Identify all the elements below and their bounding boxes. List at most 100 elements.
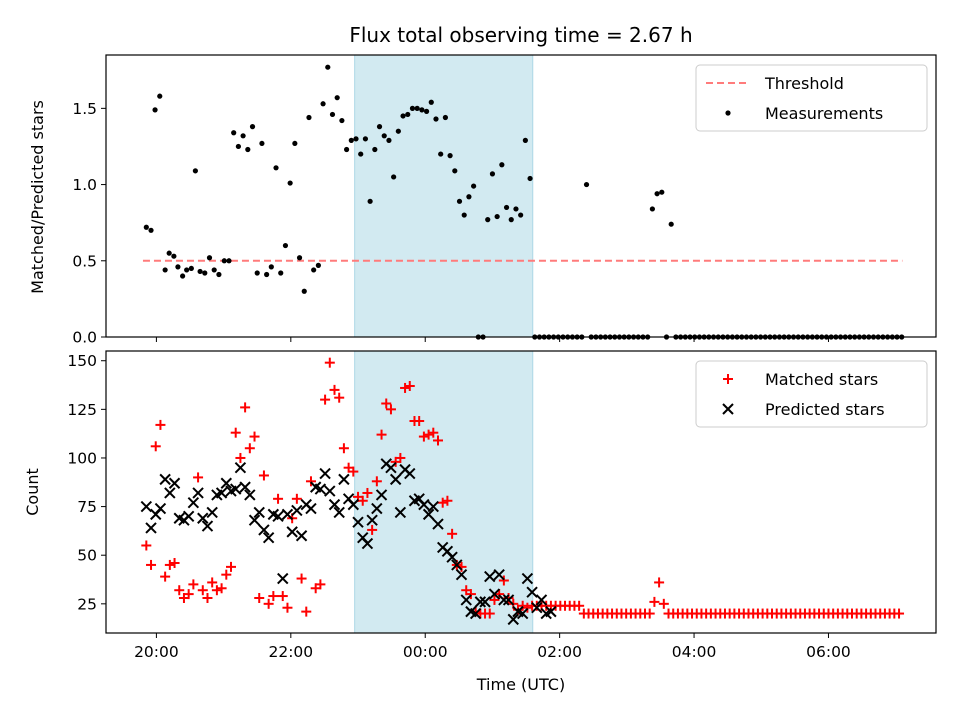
matched-point-48: [367, 524, 378, 535]
predicted-point-6: [168, 477, 181, 489]
measurement-point-81: [522, 137, 528, 143]
predicted-point-75: [493, 568, 505, 581]
measurement-point-100: [612, 334, 618, 340]
matched-point-6: [169, 557, 180, 568]
matched-point-11: [193, 472, 204, 483]
y-tick-label-1-2: 75: [77, 498, 97, 516]
matched-point-19: [230, 427, 241, 438]
measurement-point-133: [767, 334, 773, 340]
observing-window-1: [354, 350, 534, 634]
matched-point-59: [418, 431, 429, 442]
matched-point-41: [334, 392, 345, 403]
measurement-point-124: [725, 334, 731, 340]
measurement-point-159: [889, 334, 895, 340]
measurement-point-131: [757, 334, 764, 340]
predicted-point-22: [244, 489, 256, 501]
measurement-point-29: [278, 270, 284, 276]
matched-point-110: [658, 598, 669, 609]
panel-count-frame: [105, 350, 937, 634]
matched-point-58: [414, 416, 425, 427]
matched-point-2: [150, 441, 161, 452]
predicted-point-73: [484, 570, 496, 583]
measurement-point-20: [235, 143, 241, 150]
measurement-point-97: [598, 334, 604, 340]
measurement-point-12: [197, 268, 203, 275]
measurement-point-55: [400, 113, 406, 119]
measurement-point-140: [800, 334, 806, 340]
matched-point-61: [428, 427, 439, 438]
matched-point-26: [263, 598, 274, 609]
predicted-point-54: [394, 506, 407, 519]
predicted-point-47: [361, 537, 374, 550]
measurement-point-143: [814, 334, 820, 340]
ylabel-count: Count: [23, 468, 42, 516]
x-tick-label-4: 04:00: [672, 643, 717, 661]
matched-point-52: [385, 404, 396, 415]
measurement-point-40: [329, 111, 336, 118]
matched-point-14: [207, 577, 218, 588]
x-tick-label-5: 06:00: [806, 643, 851, 661]
predicted-point-52: [385, 461, 397, 474]
matched-point-64: [442, 495, 453, 506]
matched-point-69: [465, 589, 476, 600]
measurement-point-17: [221, 258, 227, 264]
predicted-point-21: [239, 481, 251, 493]
measurement-point-155: [870, 334, 877, 340]
matched-point-34: [301, 606, 312, 617]
measurement-point-96: [593, 334, 599, 340]
matched-point-38: [320, 394, 331, 405]
predicted-point-72: [479, 596, 491, 608]
ylabel-ratio: Matched/Predicted stars: [28, 100, 47, 294]
measurement-point-138: [790, 334, 797, 340]
measurement-point-89: [560, 334, 566, 340]
measurement-point-42: [339, 117, 345, 124]
measurement-point-43: [343, 146, 350, 153]
predicted-point-24: [253, 506, 265, 519]
matched-point-60: [423, 429, 434, 440]
measurement-point-137: [786, 334, 792, 340]
measurement-point-90: [565, 334, 571, 340]
predicted-point-33: [295, 530, 308, 542]
predicted-point-5: [164, 487, 176, 499]
measurement-point-0: [143, 224, 149, 230]
matched-point-22: [244, 443, 255, 454]
matched-point-13: [202, 592, 213, 603]
measurement-point-32: [292, 140, 298, 147]
measurement-point-127: [739, 334, 745, 340]
predicted-point-35: [305, 502, 317, 515]
predicted-point-1: [145, 522, 157, 534]
measurement-point-3: [157, 93, 163, 99]
matched-point-40: [329, 384, 340, 395]
measurement-point-45: [353, 136, 359, 142]
predicted-point-83: [531, 602, 543, 614]
measurement-point-71: [475, 334, 481, 340]
measurement-point-33: [296, 255, 303, 261]
measurement-point-86: [546, 334, 552, 340]
matched-point-32: [291, 493, 302, 504]
measurement-point-62: [433, 116, 439, 122]
measurement-point-135: [776, 334, 783, 340]
y-tick-label-1-5: 150: [67, 352, 97, 370]
measurement-point-88: [555, 334, 561, 340]
predicted-point-59: [418, 498, 430, 511]
measurement-point-65: [447, 153, 453, 159]
x-tick-label-0: 20:00: [134, 643, 179, 661]
measurement-point-15: [211, 267, 217, 273]
predicted-point-17: [220, 477, 233, 489]
predicted-point-4: [159, 473, 171, 486]
predicted-point-86: [545, 605, 557, 618]
predicted-point-49: [371, 502, 383, 515]
measurement-point-49: [372, 146, 378, 153]
matched-point-46: [357, 495, 368, 506]
measurement-point-28: [273, 165, 279, 171]
x-axis-label: Time (UTC): [476, 675, 565, 694]
predicted-point-37: [314, 483, 327, 495]
measurement-point-46: [358, 151, 364, 157]
measurement-point-121: [710, 334, 717, 340]
matched-point-12: [197, 585, 208, 596]
matched-point-92: [574, 600, 585, 611]
measurement-point-34: [301, 288, 307, 294]
measurement-point-63: [438, 151, 444, 157]
measurement-point-109: [654, 191, 660, 197]
